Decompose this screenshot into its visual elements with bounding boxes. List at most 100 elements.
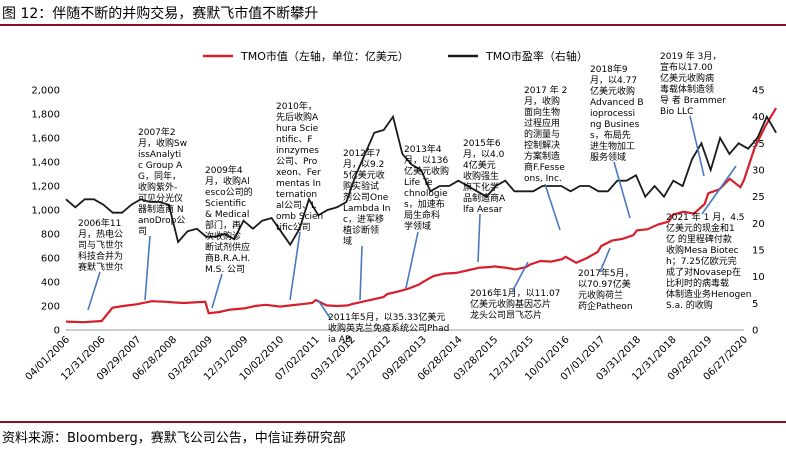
left-axis-tick-label: 400 bbox=[41, 278, 60, 289]
annotation-2012-onelambda: 2012年7 月，以9.2 5亿美元收 购实验试 剂公司One Lambda I… bbox=[343, 147, 390, 247]
annotation-line: Lambda In bbox=[343, 204, 390, 214]
annotation-line: 亿 的里程碑付款 bbox=[666, 233, 732, 245]
annotation-line: 2013年4 bbox=[404, 143, 442, 155]
right-axis-tick-label: 5 bbox=[752, 299, 758, 310]
annotation-line: 部门，再 bbox=[205, 219, 241, 231]
right-axis-tick-label: 10 bbox=[752, 272, 765, 283]
arrow-2011 bbox=[317, 299, 331, 319]
annotation-line: c Group A bbox=[138, 161, 183, 171]
annotation-line: 学领域 bbox=[404, 220, 431, 232]
annotation-line: & Medical bbox=[205, 210, 249, 220]
left-axis-tick-label: 200 bbox=[41, 302, 60, 313]
annotation-line: 旗下化学 bbox=[463, 181, 499, 193]
annotation-line: chnologie bbox=[404, 189, 448, 199]
annotation-line: 收购紫外- bbox=[138, 181, 177, 193]
annotation-line: 收购强生 bbox=[463, 170, 499, 182]
annotation-line: 收购英克兰免疫系统公司Phad bbox=[328, 322, 449, 334]
annotation-line: 体制造业务Henogen bbox=[666, 288, 751, 300]
annotation-line: Life Te bbox=[404, 178, 433, 188]
annotation-line: ntific、F bbox=[276, 135, 313, 145]
annotation-line: mentas In bbox=[276, 179, 321, 189]
annotation-line: 亿美元收购 bbox=[404, 165, 449, 177]
left-axis-tick-label: 0 bbox=[54, 326, 60, 337]
annotation-line: G，同年， bbox=[138, 170, 181, 182]
annotation-line: 收购Mesa Biotec bbox=[666, 244, 739, 256]
annotation-2018-advanced-bio: 2018年9 月，以4.77 亿美元收购 Advanced B ioproces… bbox=[590, 63, 644, 163]
annotation-line: 2019 年 3月， bbox=[660, 50, 721, 62]
annotation-line: ioprocessi bbox=[590, 109, 635, 119]
annotation-line: 月，以9.2 bbox=[343, 159, 384, 170]
annotation-line: 2011年5月，以35.33亿美元 bbox=[328, 311, 445, 323]
annotation-line: 剂公司One bbox=[343, 191, 389, 203]
annotation-line: 2016年1月，以11.07 bbox=[470, 287, 560, 299]
annotation-line: xeon、Fer bbox=[276, 168, 321, 178]
source-bar: 资料来源：Bloomberg，赛默飞公司公告，中信证券研究部 bbox=[0, 421, 786, 452]
annotation-line: 2007年2 bbox=[138, 126, 176, 138]
annotation-line: 品制造商A bbox=[463, 192, 506, 204]
arrow-2006 bbox=[87, 271, 101, 311]
annotation-line: 器制造商 N bbox=[138, 203, 184, 215]
annotation-line: lfa Aesar bbox=[463, 205, 503, 215]
annotation-line: 月，以136 bbox=[404, 155, 448, 166]
right-axis-tick-label: 40 bbox=[752, 112, 765, 123]
annotation-line: 2010年， bbox=[276, 100, 317, 112]
annotation-line: ons, Inc. bbox=[524, 174, 562, 184]
legend-market-cap-label: TMO市值（左轴，单位：亿美元） bbox=[240, 49, 409, 63]
annotation-line: Advanced B bbox=[590, 98, 644, 108]
annotation-2007-swissanalytic: 2007年2 月，收购Sw issAnalyti c Group A G，同年，… bbox=[138, 126, 187, 237]
left-axis-tick-label: 2,000 bbox=[31, 86, 60, 97]
annotation-2019-brammer: 2019 年 3月， 宣布以17.00 亿美元收购病 毒载体制造领 导 者 Br… bbox=[660, 50, 726, 117]
annotation-2006-merger: 2006年11 月，热电公 司与飞世尔 科技合并为 赛默飞世尔 bbox=[78, 217, 123, 273]
annotation-line: 月，热电公 bbox=[78, 228, 123, 240]
annotation-line: 2006年11 bbox=[78, 217, 121, 229]
annotation-line: 5亿美元收 bbox=[343, 169, 385, 181]
right-axis-tick-label: 25 bbox=[752, 192, 765, 203]
annotation-line: al公司、L bbox=[276, 200, 316, 211]
annotation-arrows bbox=[87, 115, 737, 319]
right-axis-tick-label: 45 bbox=[752, 86, 765, 97]
annotation-2011-phadia: 2011年5月，以35.33亿美元 收购英克兰免疫系统公司Phad ia AB bbox=[328, 311, 449, 345]
annotation-line: 2012年7 bbox=[343, 147, 381, 159]
annotation-line: 月，收购Sw bbox=[138, 137, 187, 149]
annotation-line: 月，收购 bbox=[524, 95, 560, 107]
annotation-line: 宣布以17.00 bbox=[660, 61, 713, 73]
arrow-2021 bbox=[701, 165, 737, 215]
annotation-line: 月，以4.77 bbox=[590, 75, 637, 86]
annotation-line: 购实验试 bbox=[343, 180, 379, 192]
annotation-2010-acquisitions: 2010年， 先后收购A hura Scie ntific、F innzymes… bbox=[276, 100, 323, 233]
right-axis-tick-label: 15 bbox=[752, 246, 765, 257]
annotation-line: hura Scie bbox=[276, 124, 319, 134]
figure-title: 图 12：伴随不断的并购交易，赛默飞市值不断攀升 bbox=[2, 6, 319, 22]
arrow-2017-feb bbox=[544, 183, 561, 231]
left-axis-tick-label: 800 bbox=[41, 230, 60, 241]
annotation-line: M.S. 公司 bbox=[205, 264, 245, 275]
arrow-2010 bbox=[289, 231, 301, 301]
annotation-line: 4亿美元 bbox=[463, 159, 496, 171]
annotation-line: tific公司 bbox=[276, 222, 311, 233]
annotation-line: 亿美元收购 bbox=[590, 85, 635, 97]
series-pe-line bbox=[65, 114, 777, 247]
arrow-2013 bbox=[405, 231, 419, 289]
annotation-line: s，加速布 bbox=[404, 198, 445, 210]
annotation-line: esco公司的 bbox=[205, 186, 253, 198]
annotations: 2006年11 月，热电公 司与飞世尔 科技合并为 赛默飞世尔 2007年2 月… bbox=[78, 50, 751, 345]
annotation-line: 司 bbox=[138, 226, 147, 237]
annotation-line: 元收购荷兰 bbox=[578, 289, 623, 301]
annotation-line: h；7.25亿欧元完 bbox=[666, 255, 737, 267]
annotation-line: 次收购诊 bbox=[205, 230, 241, 242]
annotation-line: 亿美元的现金和1 bbox=[666, 222, 735, 234]
annotation-line: 面向生物 bbox=[524, 106, 560, 118]
right-axis-tick-label: 35 bbox=[752, 139, 765, 150]
annotation-line: 商B.R.A.H. bbox=[205, 252, 250, 264]
legend-pe-label: TMO市盈率（右轴） bbox=[485, 49, 588, 63]
annotation-line: s，布局先 bbox=[590, 129, 631, 141]
x-axis: 04/01/200612/31/200609/29/200706/28/2008… bbox=[24, 329, 750, 383]
arrow-2018 bbox=[613, 161, 631, 219]
annotation-line: 公司、Pro bbox=[276, 156, 318, 167]
left-axis-tick-label: 1,200 bbox=[31, 182, 60, 193]
annotation-line: 月，收购Al bbox=[205, 175, 250, 187]
annotation-line: 植诊断领 bbox=[343, 224, 379, 236]
annotation-line: S.a. 的收购 bbox=[666, 299, 713, 311]
annotation-line: 域 bbox=[343, 235, 352, 247]
arrow-2015 bbox=[477, 213, 481, 263]
